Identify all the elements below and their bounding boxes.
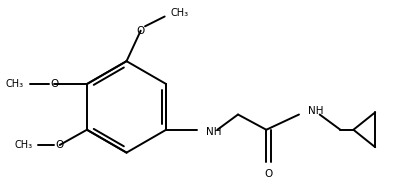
Text: NH: NH: [206, 127, 222, 137]
Text: O: O: [137, 26, 145, 36]
Text: O: O: [50, 79, 58, 89]
Text: O: O: [56, 140, 64, 150]
Text: CH₃: CH₃: [6, 79, 24, 89]
Text: CH₃: CH₃: [14, 140, 32, 150]
Text: O: O: [264, 169, 273, 179]
Text: CH₃: CH₃: [170, 8, 188, 18]
Text: NH: NH: [308, 106, 323, 116]
